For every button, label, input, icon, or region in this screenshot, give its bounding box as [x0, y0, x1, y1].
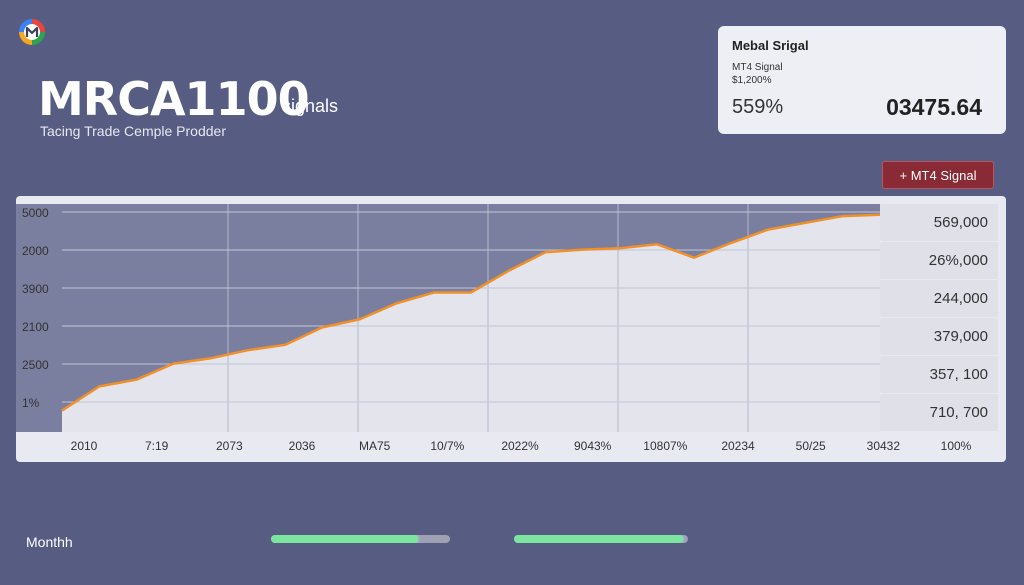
mt4-signal-button[interactable]: + MT4 Signal — [882, 161, 994, 189]
right-values-column: 569,000 26%,000 244,000 379,000 357, 100… — [880, 204, 998, 432]
hero-title: MRCA1100 — [38, 72, 310, 126]
right-value: 244,000 — [880, 280, 998, 317]
x-tick-label: 7:19 — [145, 439, 169, 453]
x-tick-label: 30432 — [867, 439, 901, 453]
chart-panel: 5000 2000 3900 2100 2500 1% 2010 7:19 2073 2036 MA… — [16, 196, 1006, 462]
progress-bar-2-fill — [514, 535, 683, 543]
area-fill — [62, 214, 880, 432]
x-tick-label: 10/7% — [430, 439, 464, 453]
series-line — [61, 213, 881, 412]
x-tick-label: 10807% — [643, 439, 687, 453]
y-tick-label: 2000 — [22, 244, 49, 258]
progress-bar-1 — [271, 535, 450, 543]
hero-subtitle: Tacing Trade Cemple Prodder — [40, 123, 226, 139]
signal-card-value: 03475.64 — [886, 94, 982, 120]
area-chart: 5000 2000 3900 2100 2500 1% 2010 7:19 2073 2036 MA… — [16, 204, 972, 453]
right-value: 379,000 — [880, 318, 998, 355]
signal-card: Mebal Srigal MT4 Signal $1,200% 559% 034… — [718, 26, 1006, 134]
x-tick-label: 2022% — [501, 439, 539, 453]
x-tick-label: 2010 — [71, 439, 98, 453]
y-tick-label: 2500 — [22, 358, 49, 372]
x-tick-label: 20234 — [721, 439, 755, 453]
y-tick-label: 2100 — [22, 320, 49, 334]
right-value: 26%,000 — [880, 242, 998, 279]
y-tick-label: 3900 — [22, 282, 49, 296]
brand-logo-icon — [19, 19, 45, 45]
progress-bar-1-fill — [271, 535, 418, 543]
right-value: 357, 100 — [880, 356, 998, 393]
x-tick-label: 50/25 — [796, 439, 826, 453]
x-tick-label: 100% — [941, 439, 972, 453]
y-tick-label: 1% — [22, 396, 40, 410]
x-tick-label: 9043% — [574, 439, 612, 453]
x-tick-label: 2036 — [289, 439, 316, 453]
footer-label: Monthh — [26, 534, 73, 550]
right-value: 569,000 — [880, 204, 998, 241]
x-tick-label: MA75 — [359, 439, 391, 453]
hero-title-suffix: signals — [282, 96, 339, 116]
y-tick-label: 5000 — [22, 206, 49, 220]
signal-card-amount: $1,200% — [732, 75, 772, 86]
progress-bar-2 — [514, 535, 688, 543]
signal-card-percentage: 559% — [732, 96, 784, 118]
x-tick-label: 2073 — [216, 439, 243, 453]
signal-card-title: Mebal Srigal — [732, 38, 809, 53]
right-value: 710, 700 — [880, 394, 998, 431]
signal-card-subtitle: MT4 Signal — [732, 62, 783, 73]
